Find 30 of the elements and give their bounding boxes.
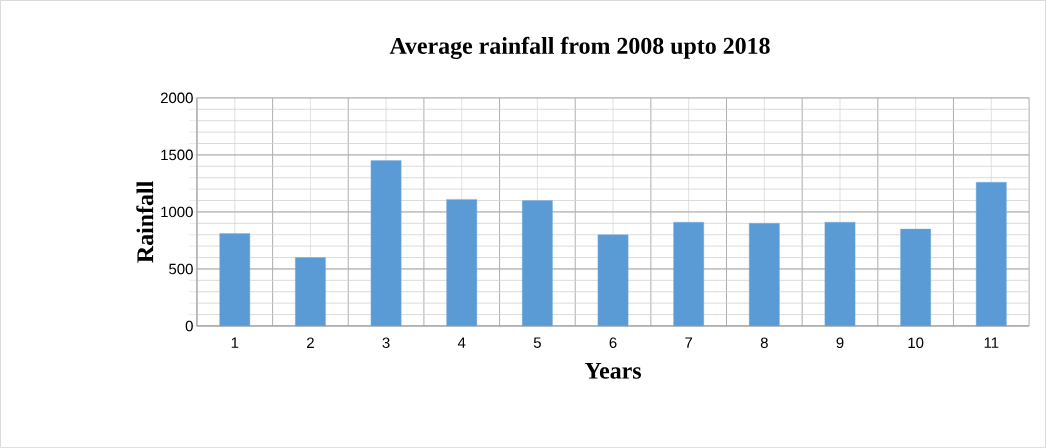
x-tick-label: 10: [908, 337, 924, 349]
y-tick-label: 500: [169, 263, 193, 275]
x-tick-label: 6: [609, 337, 617, 349]
bar: [370, 160, 402, 327]
y-tick-label: 2000: [160, 92, 193, 104]
y-axis-title: Rainfall: [136, 181, 154, 263]
y-tick-label: 1500: [161, 149, 193, 161]
x-tick-label: 9: [836, 337, 844, 349]
bar: [446, 199, 478, 327]
bar: [295, 257, 326, 327]
x-tick-label: 2: [307, 337, 314, 348]
x-tick-label: 4: [457, 337, 466, 348]
bar: [673, 222, 705, 327]
bar: [749, 223, 780, 327]
y-tick-label: 0: [185, 320, 193, 332]
bar: [522, 200, 553, 327]
x-axis-title: Years: [584, 362, 642, 379]
bar: [975, 182, 1007, 327]
x-tick-label: 5: [533, 337, 541, 348]
x-tick-label: 8: [760, 337, 768, 349]
x-tick-label: 3: [382, 337, 390, 349]
chart-title: Average rainfall from 2008 upto 2018: [389, 36, 770, 60]
bar: [219, 233, 251, 327]
bar: [824, 222, 856, 327]
x-tick-label: 7: [685, 337, 693, 348]
y-tick-label: 1000: [161, 206, 193, 218]
bar: [900, 228, 931, 327]
x-tick-label: 1: [231, 337, 239, 348]
x-tick-label: 11: [984, 337, 999, 348]
bar: [597, 234, 629, 327]
